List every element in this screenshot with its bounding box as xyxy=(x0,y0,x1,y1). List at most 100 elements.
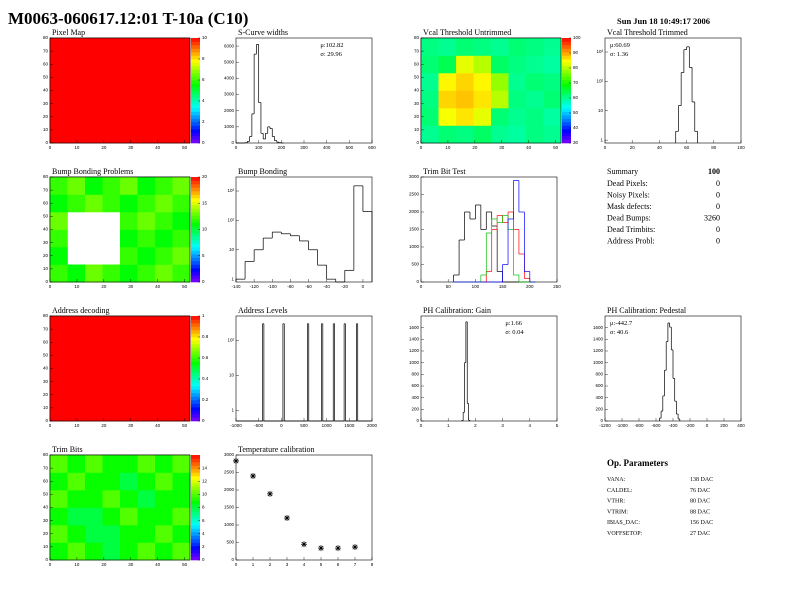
y-tick-label: 80 xyxy=(43,35,49,40)
chart-title: Temperature calibration xyxy=(238,445,315,454)
colorbar-step xyxy=(191,472,200,477)
heatmap-cell xyxy=(85,542,103,561)
colorbar-step xyxy=(191,469,200,473)
heatmap-cell xyxy=(172,55,191,74)
heatmap-cell xyxy=(456,38,474,56)
colorbar-step xyxy=(191,546,200,550)
heatmap-cell xyxy=(50,55,68,74)
y-tick-label: 800 xyxy=(411,372,419,377)
heatmap-cell xyxy=(491,90,509,109)
colorbar-step xyxy=(191,365,200,369)
heatmap-cell xyxy=(456,73,474,91)
y-tick-label: 3000 xyxy=(224,452,235,457)
y-tick-label: 40 xyxy=(43,227,49,232)
heatmap-cell xyxy=(67,490,86,508)
colorbar-step xyxy=(191,455,200,459)
heatmap-cell xyxy=(508,108,527,126)
y-tick-label: 80 xyxy=(43,174,49,179)
heatmap-cell xyxy=(172,351,191,369)
colorbar-step xyxy=(191,393,200,397)
x-tick-label: 100 xyxy=(472,284,480,289)
x-tick-label: 20 xyxy=(472,145,478,150)
y-tick-label: 50 xyxy=(43,214,49,219)
colorbar-step xyxy=(191,497,200,501)
heatmap-cell xyxy=(155,316,173,334)
heatmap-cell xyxy=(120,108,138,126)
x-tick-label: 40 xyxy=(155,423,161,428)
colorbar-step xyxy=(191,493,200,498)
heatmap-cell xyxy=(155,125,173,144)
colorbar-step xyxy=(191,108,200,112)
colorbar-tick-label: 80 xyxy=(573,65,579,70)
colorbar-step xyxy=(191,80,200,84)
colorbar-step xyxy=(191,201,200,206)
heatmap-cell xyxy=(120,55,138,74)
y-tick-label: 3000 xyxy=(224,92,235,97)
heatmap-cell xyxy=(85,333,103,352)
heatmap-cell xyxy=(172,108,191,126)
y-tick-label: 60 xyxy=(43,200,49,205)
heatmap-cell xyxy=(473,55,492,74)
colorbar-tick-label: 4 xyxy=(202,98,205,103)
colorbar-step xyxy=(191,212,200,216)
x-tick-label: 50 xyxy=(553,145,559,150)
colorbar-step xyxy=(562,118,571,123)
colorbar-step xyxy=(191,542,200,547)
colorbar-step xyxy=(562,73,571,77)
heatmap-cell xyxy=(50,73,68,91)
y-tick-label: 40 xyxy=(43,505,49,510)
colorbar-step xyxy=(191,94,200,98)
chart-title: Pixel Map xyxy=(52,28,85,37)
colorbar-step xyxy=(191,514,200,519)
colorbar-step xyxy=(191,319,200,324)
heatmap-cell xyxy=(120,351,138,369)
x-tick-label: -1200 xyxy=(599,423,611,428)
colorbar-step xyxy=(191,389,200,394)
colorbar-step xyxy=(191,250,200,255)
chart-title: Trim Bit Test xyxy=(423,167,466,176)
heatmap-cell xyxy=(508,73,527,91)
heatmap-cell xyxy=(543,55,562,74)
x-tick-label: 400 xyxy=(737,423,745,428)
colorbar-step xyxy=(191,115,200,119)
heatmap-cell xyxy=(120,507,138,526)
y-tick-label: 10 xyxy=(229,247,235,252)
heatmap-cell xyxy=(137,368,156,387)
heatmap-cell xyxy=(102,73,121,91)
colorbar-step xyxy=(191,553,200,557)
summary-value: 0 xyxy=(716,237,720,246)
colorbar-step xyxy=(191,462,200,466)
x-tick-label: 7 xyxy=(354,562,357,567)
colorbar-tick-label: 2 xyxy=(202,119,205,124)
stats-line: μ:-442.7 xyxy=(610,320,633,327)
heatmap-cell xyxy=(473,73,492,91)
y-tick-label: 4000 xyxy=(224,76,235,81)
colorbar-step xyxy=(191,368,200,373)
colorbar-step xyxy=(562,38,571,42)
heatmap-cell xyxy=(85,507,103,526)
heatmap-cell xyxy=(172,90,191,109)
op-value: 80 DAC xyxy=(690,499,710,505)
heatmap-cell xyxy=(67,455,86,473)
heatmap-cell xyxy=(67,351,86,369)
heatmap-cell xyxy=(172,212,191,230)
heatmap-cell xyxy=(120,264,138,283)
colorbar-tick-label: 20 xyxy=(202,174,208,179)
heatmap-cell xyxy=(102,507,121,526)
heatmap-cell xyxy=(155,351,173,369)
summary-value: 0 xyxy=(716,225,720,234)
heatmap-cell xyxy=(50,472,68,491)
colorbar-step xyxy=(562,129,571,133)
colorbar-step xyxy=(191,549,200,554)
heatmap-cell xyxy=(102,264,121,283)
colorbar-step xyxy=(562,45,571,49)
colorbar-step xyxy=(191,525,200,529)
y-tick-label: 1000 xyxy=(409,244,420,249)
x-tick-label: -120 xyxy=(250,284,260,289)
colorbar-step xyxy=(191,278,200,283)
x-tick-label: 1 xyxy=(447,423,450,428)
heatmap-cell xyxy=(421,73,439,91)
heatmap-cell xyxy=(120,490,138,508)
x-tick-label: 200 xyxy=(526,284,534,289)
heatmap-cell xyxy=(50,507,68,526)
